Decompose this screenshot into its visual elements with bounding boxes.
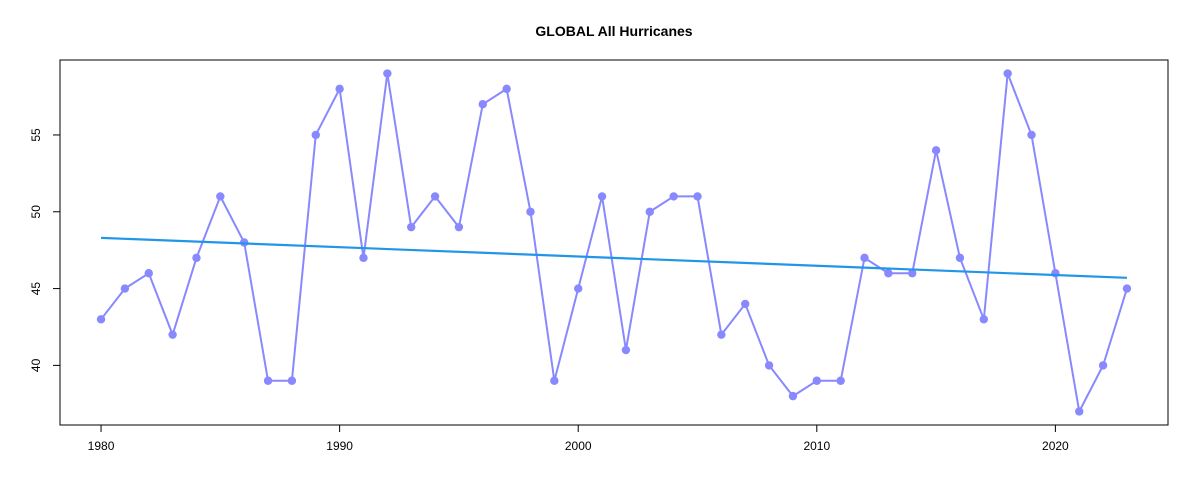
data-point-2002 xyxy=(621,345,631,355)
x-tick-label: 2000 xyxy=(565,439,592,453)
data-point-1998 xyxy=(526,207,535,216)
x-tick-label: 2020 xyxy=(1042,439,1069,453)
data-point-2022 xyxy=(1098,361,1108,370)
data-point-1999 xyxy=(550,376,559,385)
data-point-1994 xyxy=(430,192,440,201)
data-point-2010 xyxy=(812,376,821,385)
data-point-1983 xyxy=(168,330,177,339)
data-point-1992 xyxy=(383,69,392,78)
data-point-2008 xyxy=(764,361,774,370)
data-point-1982 xyxy=(144,269,153,278)
data-point-2011 xyxy=(836,376,845,385)
chart-title: GLOBAL All Hurricanes xyxy=(535,23,692,39)
data-point-1990 xyxy=(335,84,344,94)
data-point-2006 xyxy=(717,330,726,339)
data-point-1987 xyxy=(263,376,273,385)
data-point-1997 xyxy=(502,84,511,94)
y-tick-label: 40 xyxy=(29,358,43,372)
data-point-2001 xyxy=(597,192,607,201)
data-point-1989 xyxy=(311,130,320,140)
data-point-1996 xyxy=(478,100,487,109)
data-point-2009 xyxy=(788,391,798,401)
data-point-1991 xyxy=(359,253,368,263)
data-point-1995 xyxy=(454,222,464,232)
data-point-2013 xyxy=(884,269,893,278)
data-point-1988 xyxy=(287,376,297,385)
data-point-1981 xyxy=(120,284,130,293)
series-line xyxy=(100,73,1128,415)
data-point-2018 xyxy=(1003,69,1012,78)
data-point-2004 xyxy=(669,192,678,201)
data-point-2016 xyxy=(955,253,965,263)
data-point-2012 xyxy=(860,253,869,263)
data-point-2014 xyxy=(908,269,917,278)
data-point-2015 xyxy=(931,146,941,155)
data-point-2003 xyxy=(645,207,654,216)
data-point-1985 xyxy=(216,192,225,201)
data-point-2000 xyxy=(574,284,583,293)
x-tick-label: 2010 xyxy=(803,439,830,453)
data-point-2007 xyxy=(741,299,750,309)
y-tick-label: 50 xyxy=(29,205,43,219)
y-tick-label: 45 xyxy=(29,282,43,296)
x-tick-label: 1980 xyxy=(88,439,115,453)
trend-line xyxy=(100,236,1128,279)
data-point-2021 xyxy=(1075,407,1084,416)
data-point-1984 xyxy=(192,253,201,263)
data-point-1980 xyxy=(96,315,106,324)
data-point-1993 xyxy=(407,222,416,232)
data-point-2019 xyxy=(1027,130,1036,140)
data-point-2005 xyxy=(693,192,702,201)
data-point-2017 xyxy=(979,315,989,324)
y-tick-label: 55 xyxy=(29,128,43,142)
x-tick-label: 1990 xyxy=(326,439,353,453)
data-point-2023 xyxy=(1122,284,1132,293)
